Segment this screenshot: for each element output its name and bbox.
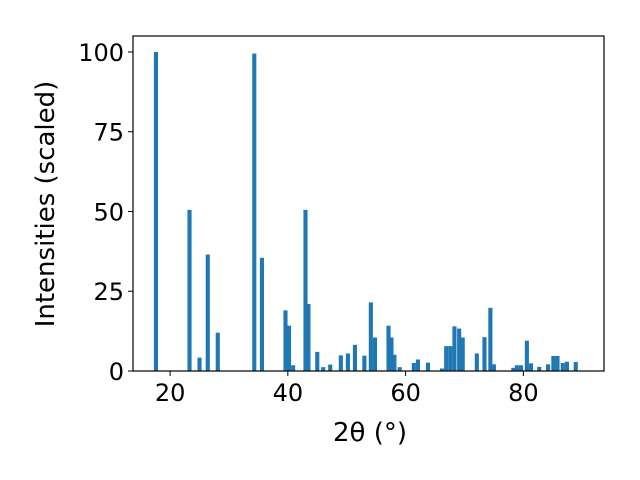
bar: [411, 363, 416, 371]
bar: [187, 209, 192, 371]
bar: [338, 355, 343, 371]
plot-frame: [132, 35, 605, 372]
bar: [415, 359, 421, 371]
y-tick-label: 75: [93, 119, 124, 147]
bar: [352, 344, 358, 371]
bar: [205, 254, 210, 371]
x-axis-label: 2θ (°): [333, 418, 407, 448]
bar: [518, 365, 524, 371]
bar: [397, 367, 402, 371]
bar: [315, 351, 320, 371]
bar: [474, 353, 479, 371]
bar: [448, 346, 453, 371]
bar: [440, 368, 445, 371]
bar: [321, 367, 326, 371]
bar: [457, 328, 462, 371]
bar: [368, 302, 373, 371]
bar: [252, 53, 257, 372]
bar: [551, 356, 556, 371]
bar: [560, 363, 565, 371]
bar: [386, 325, 391, 371]
bar: [452, 326, 457, 371]
bar: [537, 366, 542, 371]
bar: [372, 337, 378, 371]
y-tick-label: 25: [93, 278, 124, 306]
y-tick-label: 0: [109, 358, 124, 386]
bar: [524, 340, 529, 371]
bar: [528, 363, 534, 371]
bar: [259, 257, 264, 371]
bar: [555, 356, 560, 371]
bar: [286, 325, 292, 371]
bar: [291, 365, 296, 371]
bar: [306, 304, 311, 371]
bar: [153, 51, 159, 371]
x-tick-label: 20: [155, 379, 186, 407]
bar: [511, 367, 516, 371]
bar: [460, 337, 465, 371]
bar: [362, 355, 367, 371]
bar: [283, 310, 288, 371]
y-axis-label: Intensities (scaled): [31, 81, 61, 328]
bar: [444, 346, 449, 371]
bar: [482, 337, 487, 371]
bar: [564, 361, 569, 371]
bar: [215, 332, 220, 371]
bar: [573, 362, 578, 371]
x-tick-label: 40: [273, 379, 304, 407]
y-tick-label: 100: [78, 39, 124, 67]
bar: [345, 353, 350, 371]
bar: [546, 364, 551, 371]
bar: [514, 365, 519, 371]
bar: [197, 357, 202, 371]
bar: [488, 307, 493, 371]
bar: [328, 364, 333, 371]
bar: [491, 364, 496, 371]
bar: [425, 362, 431, 371]
bar: [303, 209, 308, 371]
y-tick-label: 50: [93, 198, 124, 226]
bar-series: [153, 51, 578, 372]
x-tick-label: 60: [390, 379, 421, 407]
bar: [392, 354, 397, 371]
axis-ticks: 20 40 60 80 0 25 50 75 100: [78, 39, 538, 407]
bar: [389, 337, 394, 371]
x-tick-label: 80: [508, 379, 539, 407]
